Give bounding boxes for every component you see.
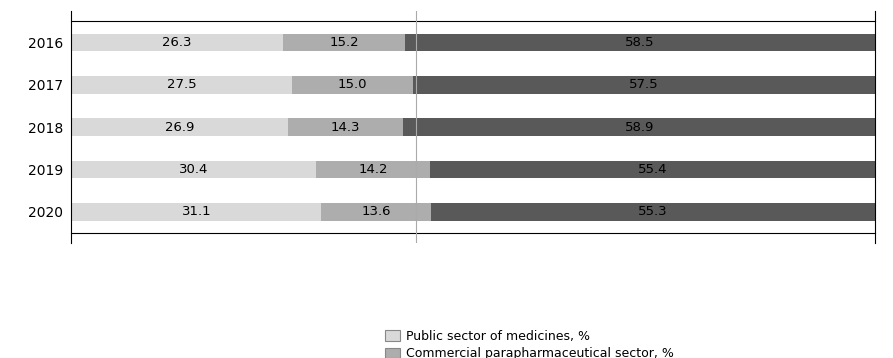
Bar [288,118,403,136]
Text: 27.5: 27.5 [167,78,196,91]
Text: 58.5: 58.5 [625,36,655,49]
Text: 14.3: 14.3 [330,121,360,134]
Text: 15.2: 15.2 [330,36,359,49]
Text: 31.1: 31.1 [181,205,212,218]
Bar [413,76,875,94]
Bar [292,76,413,94]
Text: 26.9: 26.9 [165,121,194,134]
Bar [71,203,321,221]
Text: 14.2: 14.2 [358,163,388,176]
Bar [321,203,430,221]
Bar [405,34,875,51]
Bar [71,118,288,136]
Text: 13.6: 13.6 [362,205,391,218]
Bar [71,76,292,94]
Text: 55.3: 55.3 [638,205,668,218]
Legend: Public sector of medicines, %, Commercial parapharmaceutical sector, %, Commerci: Public sector of medicines, %, Commercia… [381,326,678,358]
Bar [283,34,405,51]
Text: 30.4: 30.4 [179,163,208,176]
Bar [316,160,430,178]
Text: 57.5: 57.5 [630,78,659,91]
Bar [403,118,876,136]
Text: 26.3: 26.3 [163,36,192,49]
Bar [71,160,316,178]
Text: 15.0: 15.0 [338,78,368,91]
Bar [71,34,283,51]
Text: 55.4: 55.4 [638,163,667,176]
Bar [430,203,875,221]
Bar [430,160,875,178]
Text: 58.9: 58.9 [624,121,654,134]
